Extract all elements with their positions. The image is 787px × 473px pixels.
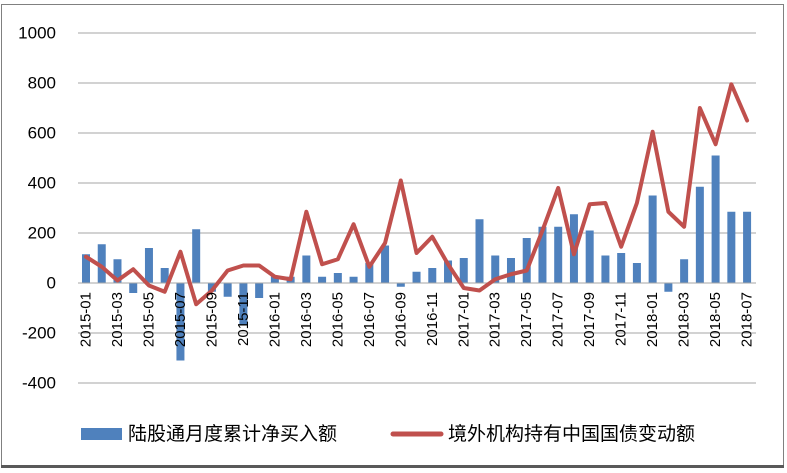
x-axis-label: 2018-05 [707, 292, 724, 347]
bar [743, 211, 752, 283]
bar [491, 255, 500, 283]
y-axis-label: 1000 [18, 24, 56, 43]
x-axis-label: 2015-01 [78, 292, 95, 347]
bar [396, 283, 405, 287]
x-axis-label: 2015-03 [109, 292, 126, 347]
y-axis-label: 400 [28, 174, 56, 193]
bar [459, 258, 468, 283]
bar [444, 260, 453, 283]
bar [522, 238, 531, 283]
bar [680, 259, 689, 283]
bar [160, 268, 169, 283]
bar [381, 245, 390, 283]
legend-bar-swatch [81, 428, 122, 440]
bar [97, 244, 106, 283]
x-axis-label: 2016-07 [361, 292, 378, 347]
bar [365, 263, 374, 283]
x-axis-label: 2017-09 [581, 292, 598, 347]
bar [412, 271, 421, 283]
x-axis-label: 2015-07 [172, 292, 189, 347]
legend-line-label: 境外机构持有中国国债变动额 [448, 423, 695, 445]
bar [538, 226, 547, 283]
y-axis-label: 200 [28, 224, 56, 243]
bar [585, 230, 594, 283]
x-axis-label: 2016-11 [424, 292, 441, 346]
y-axis-label: 0 [47, 274, 56, 293]
x-axis-label: 2016-05 [329, 292, 346, 347]
x-axis-label: 2017-03 [487, 292, 504, 347]
bar [727, 211, 736, 283]
bar [554, 226, 563, 283]
y-axis-label: -400 [22, 374, 56, 393]
x-axis-label: 2017-07 [550, 292, 567, 347]
x-axis-label: 2018-07 [739, 292, 756, 347]
y-axis-label: 800 [28, 74, 56, 93]
bar [223, 283, 232, 297]
chart-bottom-edge [1, 465, 784, 468]
x-axis-label: 2015-09 [203, 292, 220, 347]
x-axis-label: 2017-05 [518, 292, 535, 347]
bar [428, 268, 437, 283]
x-axis-label: 2016-01 [266, 292, 283, 347]
bar [129, 283, 138, 293]
bar [695, 186, 704, 283]
bar [144, 248, 153, 283]
bar [617, 253, 626, 283]
x-axis-label: 2015-05 [140, 292, 157, 347]
bar [239, 283, 248, 326]
bar [176, 283, 185, 361]
bar [82, 254, 90, 283]
bar [475, 219, 484, 283]
bar [113, 259, 122, 283]
bar [664, 283, 673, 292]
legend-bar-label: 陆股通月度累计净买入额 [128, 423, 337, 445]
bar [648, 195, 657, 283]
x-axis-label: 2016-03 [298, 292, 315, 347]
bar [349, 276, 358, 283]
bar [318, 276, 327, 283]
bar [255, 283, 264, 298]
x-axis-label: 2018-03 [676, 292, 693, 347]
line-series [84, 82, 750, 307]
x-axis-label: 2018-01 [644, 292, 661, 347]
bar [632, 263, 641, 283]
y-axis-label: -200 [22, 324, 56, 343]
x-axis-label: 2017-01 [455, 292, 472, 347]
x-axis-label: 2017-11 [613, 292, 630, 346]
x-axis-label: 2016-09 [392, 292, 409, 347]
bar [711, 155, 720, 283]
bar [302, 255, 311, 283]
bar [270, 275, 279, 283]
bar [506, 258, 515, 283]
bar [192, 229, 201, 283]
x-axis-label: 2015-11 [235, 292, 252, 346]
bar [333, 273, 342, 283]
y-axis-label: 600 [28, 124, 56, 143]
bar [601, 255, 610, 283]
